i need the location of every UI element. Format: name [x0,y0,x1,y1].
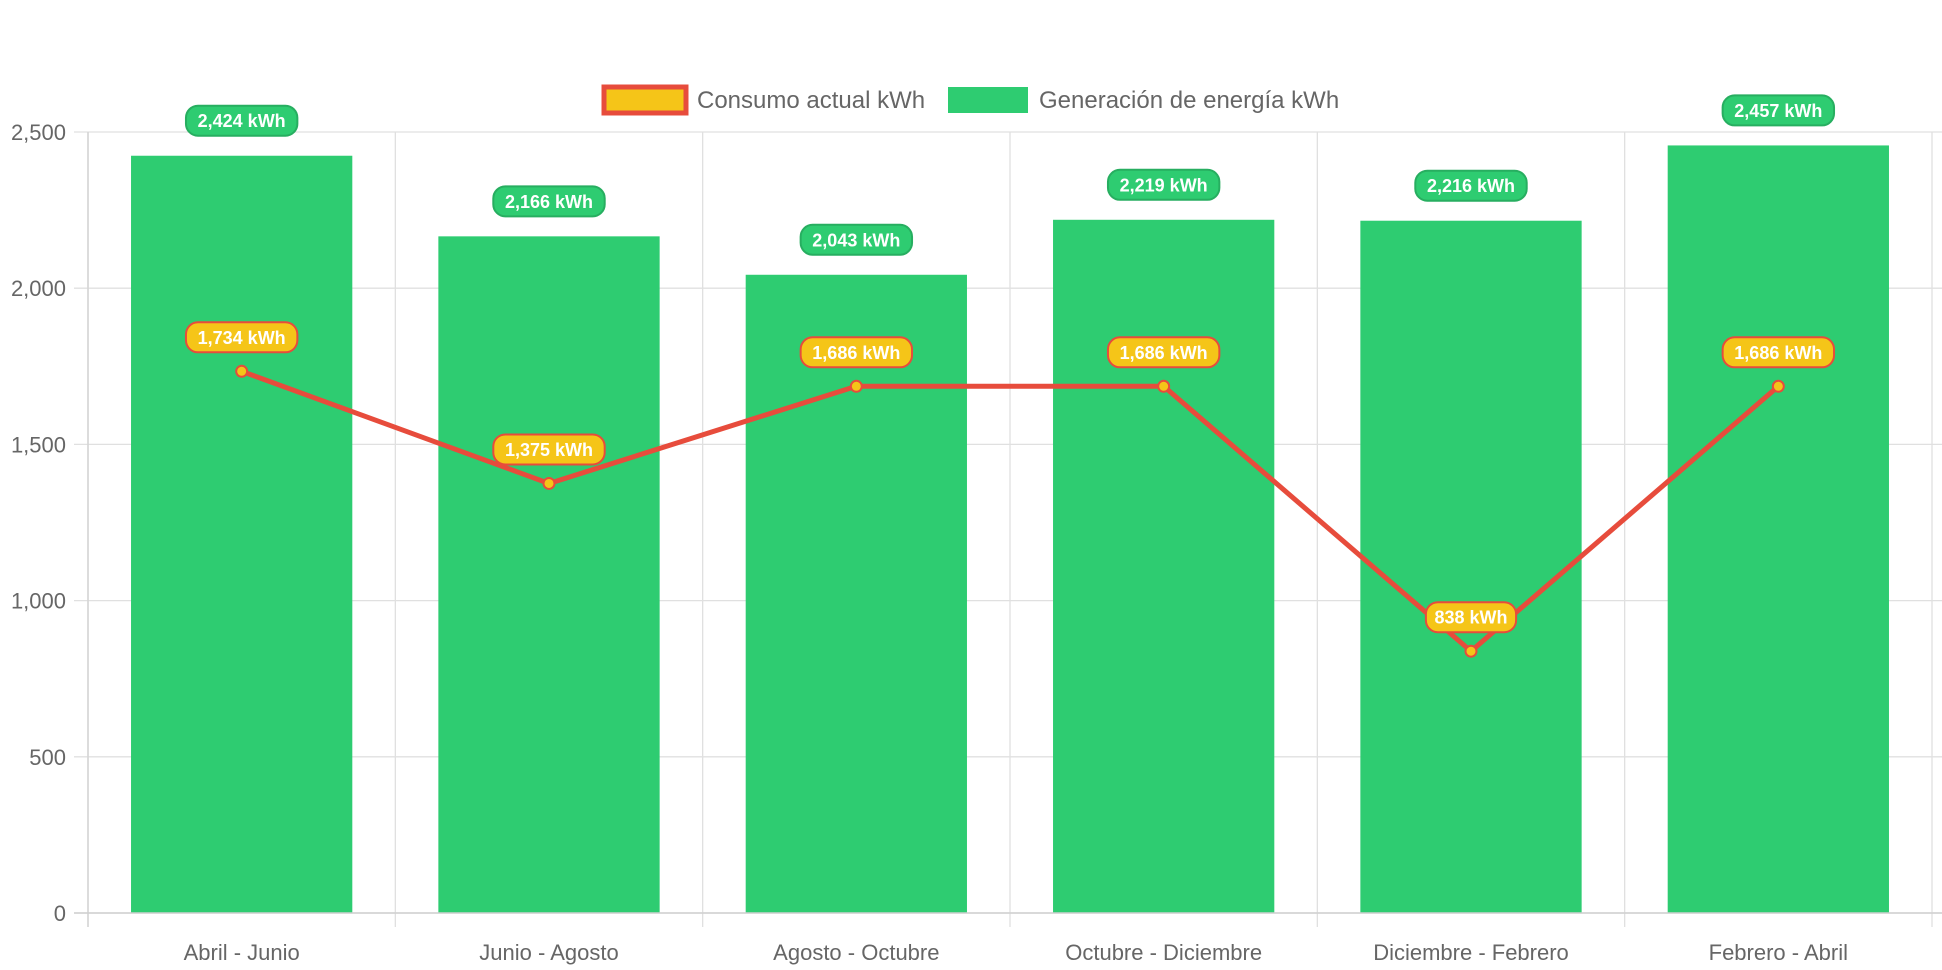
data-label-generacion: 2,219 kWh [1120,175,1208,195]
axis-layer: 0 500 1,000 1,500 2,000 2,500 Abril - Junio Jun… [11,120,1942,965]
data-label-generacion-bg [1721,94,1836,127]
data-label-consumo-bg [492,433,606,466]
data-label-generacion-bg [799,223,914,256]
bar-generacion [1667,145,1889,913]
point-consumo [542,476,556,490]
bar-generacion [131,155,353,913]
x-tick-label: Abril - Junio [184,940,300,965]
data-label-consumo-bg [799,336,914,369]
data-label-generacion-bg [492,185,606,218]
legend-label-generacion: Generación de energía kWh [1039,87,1339,114]
data-label-generacion: 2,043 kWh [812,230,900,250]
legend-swatch-generacion [948,87,1028,113]
data-label-generacion-bg [1106,168,1221,201]
data-label-consumo: 1,375 kWh [505,440,593,460]
legend: Consumo actual kWh Generación de energía … [601,84,1339,116]
data-label-consumo-bg [1424,601,1518,634]
y-tick-label: 1,000 [11,589,66,614]
data-label-generacion: 2,216 kWh [1427,176,1515,196]
line-layer [235,364,1785,658]
bar-generacion [745,274,967,913]
data-label-consumo: 838 kWh [1434,608,1507,628]
y-tick-label: 2,500 [11,120,66,145]
data-label-consumo-bg [184,321,299,354]
data-label-generacion: 2,166 kWh [505,192,593,212]
bar-generacion [1053,219,1275,913]
data-label-generacion-bg [184,104,299,137]
data-label-consumo: 1,734 kWh [198,328,286,348]
point-consumo [235,364,249,378]
grid-layer [74,131,1942,927]
data-labels-layer: 2,424 kWh 2,166 kWh 2,043 kWh 2,219 kWh 2,21… [184,94,1836,634]
y-tick-label: 1,500 [11,432,66,457]
x-tick-label: Junio - Agosto [479,940,618,965]
data-label-consumo: 1,686 kWh [1120,343,1208,363]
point-consumo [1771,379,1785,393]
y-tick-label: 0 [54,901,66,926]
data-label-consumo-bg [1106,336,1221,369]
point-consumo [849,379,863,393]
data-label-generacion-bg [1414,169,1528,202]
legend-label-consumo: Consumo actual kWh [697,87,925,114]
point-consumo [1464,644,1478,658]
y-tick-label: 500 [29,745,66,770]
x-tick-label: Octubre - Diciembre [1065,940,1262,965]
data-label-generacion: 2,424 kWh [198,111,286,131]
x-tick-label: Diciembre - Febrero [1373,940,1569,965]
line-consumo [240,368,1780,655]
x-tick-label: Agosto - Octubre [773,940,939,965]
bar-generacion [1360,220,1582,913]
bar-generacion [438,236,660,913]
legend-swatch-consumo [601,84,689,116]
data-label-generacion: 2,457 kWh [1734,101,1822,121]
data-label-consumo: 1,686 kWh [812,343,900,363]
point-consumo [1157,379,1171,393]
y-tick-label: 2,000 [11,276,66,301]
x-tick-label: Febrero - Abril [1709,940,1848,965]
data-label-consumo: 1,686 kWh [1734,343,1822,363]
bars-layer [131,145,1889,913]
data-label-consumo-bg [1721,336,1836,369]
